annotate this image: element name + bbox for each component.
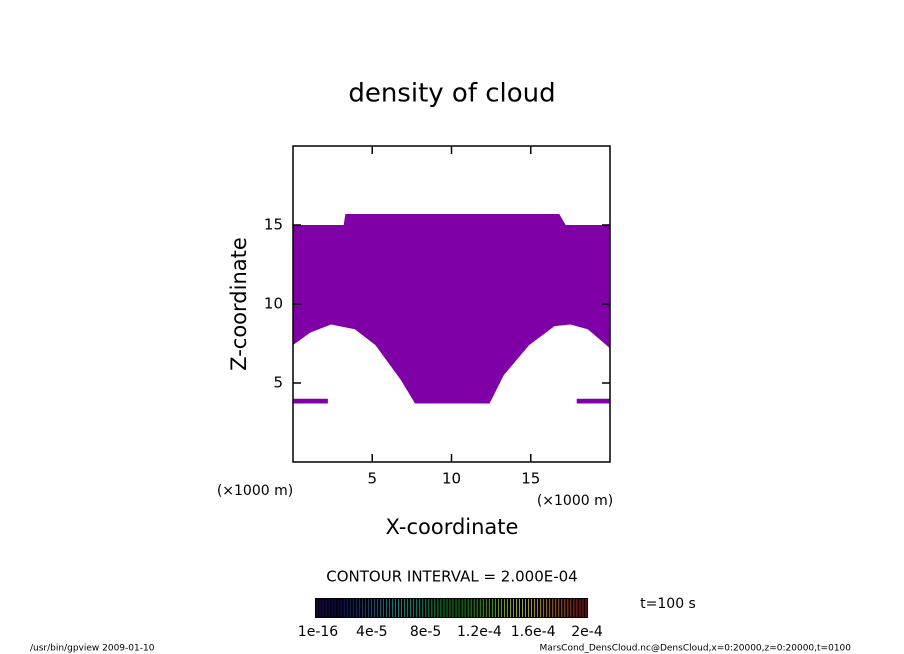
colorbar — [315, 598, 588, 618]
contour-interval: CONTOUR INTERVAL = 2.000E-04 — [326, 568, 577, 586]
footer-right: MarsCond_DensCloud.nc@DensCloud,x=0:2000… — [540, 644, 852, 654]
cloud-region — [293, 398, 328, 404]
footer-left: /usr/bin/gpview 2009-01-10 — [30, 644, 155, 654]
x-tick-label: 10 — [442, 470, 461, 488]
colorbar-label: 4e-5 — [356, 624, 387, 640]
time-label: t=100 s — [640, 596, 696, 612]
cloud-region — [293, 213, 610, 404]
cloud-region — [576, 398, 610, 404]
y-tick-label: 15 — [264, 216, 283, 234]
colorbar-label: 1.6e-4 — [511, 624, 556, 640]
colorbar-label: 1.2e-4 — [457, 624, 502, 640]
x-tick-label: 15 — [521, 470, 540, 488]
colorbar-label: 2e-4 — [571, 624, 603, 640]
y-tick-label: 10 — [264, 295, 283, 313]
y-tick-label: 5 — [273, 374, 283, 392]
x-tick-label: 5 — [367, 470, 377, 488]
x-axis-label: X-coordinate — [386, 515, 519, 539]
colorbar-label: 1e-16 — [298, 624, 338, 640]
colorbar-label: 8e-5 — [410, 624, 441, 640]
y-axis-label: Z-coordinate — [227, 237, 251, 371]
x-unit-label: (×1000 m) — [537, 493, 613, 509]
chart-title: density of cloud — [348, 79, 555, 109]
x-unit-label: (×1000 m) — [217, 483, 293, 499]
